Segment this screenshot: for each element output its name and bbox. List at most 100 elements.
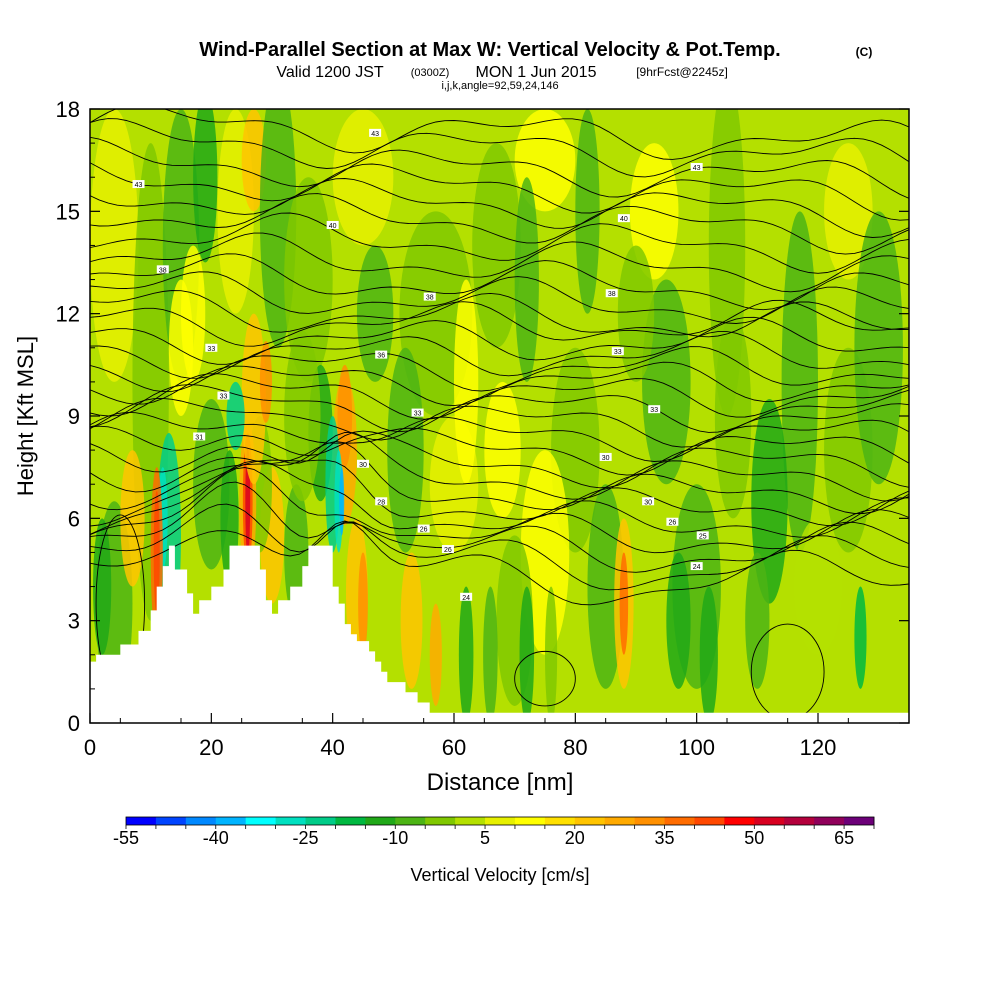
theta-label-box: [696, 531, 709, 540]
theta-label-box: [648, 405, 661, 414]
colorbar-tick-label: 35: [655, 828, 675, 848]
velocity-cell: [241, 109, 266, 212]
theta-contour-label: 33: [650, 407, 658, 414]
theta-contour-label: 26: [669, 520, 677, 527]
theta-contour-label: 33: [414, 411, 422, 418]
theta-label-box: [132, 180, 145, 189]
colorbar-swatch: [126, 817, 157, 825]
colorbar-swatch: [305, 817, 336, 825]
theta-contour-label: 30: [359, 462, 367, 469]
colorbar-swatch: [724, 817, 755, 825]
velocity-cell: [745, 552, 770, 689]
theta-label-box: [666, 517, 679, 526]
theta-contour-label: 30: [602, 455, 610, 462]
y-tick-label: 12: [56, 302, 80, 327]
theta-contour-label: 28: [377, 499, 385, 506]
velocity-cell: [454, 279, 479, 485]
theta-contour-label: 24: [693, 564, 701, 571]
theta-contour-label: 26: [420, 527, 428, 534]
theta-contour-label: 43: [371, 131, 379, 138]
theta-label-box: [217, 391, 230, 400]
theta-label-box: [599, 452, 612, 461]
colorbar-swatch: [784, 817, 815, 825]
x-tick-label: 0: [84, 735, 96, 760]
theta-label-box: [423, 292, 436, 301]
theta-contour-line: [90, 232, 909, 293]
theta-contour-line: [90, 397, 909, 448]
theta-label-box: [411, 408, 424, 417]
velocity-cell: [226, 381, 245, 451]
velocity-cell: [575, 109, 600, 314]
theta-contour-line: [90, 212, 909, 274]
velocity-cell: [666, 552, 691, 689]
y-tick-label: 18: [56, 97, 80, 122]
theta-contour-line: [90, 271, 909, 324]
colorbar-tick-label: 5: [480, 828, 490, 848]
theta-contour-label: 24: [462, 595, 470, 602]
velocity-cell: [854, 211, 903, 485]
theta-contour-line: [90, 331, 909, 379]
theta-label-box: [617, 214, 630, 223]
velocity-cell: [193, 398, 230, 570]
theta-contour-line: [90, 193, 909, 255]
velocity-cell: [824, 143, 873, 280]
theta-contour-label: 30: [644, 499, 652, 506]
velocity-cell: [90, 109, 139, 382]
theta-contour-label: 40: [620, 216, 628, 223]
terrain-mask: [90, 545, 909, 723]
theta-label-box: [690, 162, 703, 171]
colorbar-swatch: [185, 817, 217, 825]
theta-contour-line: [90, 253, 909, 311]
colorbar-swatch: [155, 817, 187, 825]
theta-contour-line: [90, 430, 909, 489]
colorbar-swatch: [514, 817, 546, 825]
theta-label-box: [375, 350, 388, 359]
velocity-cell: [472, 143, 521, 348]
velocity-cell: [358, 552, 368, 655]
chart-title: Wind-Parallel Section at Max W: Vertical…: [199, 39, 780, 61]
theta-contour-line: [90, 441, 909, 514]
theta-contour-line: [90, 467, 909, 554]
theta-contour-line: [90, 520, 909, 606]
velocity-cell: [484, 381, 521, 519]
theta-label-box: [441, 545, 454, 554]
colorbar-tick-label: 20: [565, 828, 585, 848]
theta-label-box: [460, 592, 473, 601]
colorbar-swatch: [604, 817, 636, 825]
colorbar-tick-label: -10: [382, 828, 408, 848]
velocity-cell: [642, 279, 691, 485]
colorbar-swatch: [844, 817, 875, 825]
theta-contour-label: 33: [207, 346, 215, 353]
velocity-cell: [400, 552, 423, 689]
theta-contour-line: [90, 316, 909, 365]
x-tick-label: 100: [678, 735, 715, 760]
colorbar-tick-label: 65: [834, 828, 854, 848]
colorbar-swatch: [544, 817, 576, 825]
colorbar-swatch: [395, 817, 426, 825]
subtitle-utc: (0300Z): [411, 67, 450, 79]
theta-label-box: [642, 497, 655, 506]
colorbar: -55 -40 -25 -10 5 20 35 50 65: [113, 816, 875, 848]
theta-contour-label: 38: [426, 295, 434, 302]
velocity-cell: [793, 518, 843, 655]
velocity-cell: [699, 586, 718, 723]
theta-label-box: [156, 265, 169, 274]
velocity-cell: [545, 586, 558, 723]
theta-contour-label: 38: [608, 291, 616, 298]
theta-contour-line: [90, 299, 909, 347]
theta-label-box: [357, 459, 369, 468]
theta-label-box: [417, 524, 430, 533]
theta-contour-line: [90, 178, 909, 238]
theta-label-box: [605, 289, 618, 298]
colorbar-swatch: [485, 817, 516, 825]
y-axis-label: Height [Kft MSL]: [13, 336, 38, 496]
subtitle-valid: Valid 1200 JST: [276, 64, 384, 81]
x-tick-label: 40: [320, 735, 344, 760]
colorbar-swatch: [634, 817, 665, 825]
colorbar-swatch: [694, 817, 725, 825]
colorbar-tick-label: 50: [744, 828, 764, 848]
velocity-cell: [520, 450, 570, 655]
x-tick-label: 80: [563, 735, 587, 760]
